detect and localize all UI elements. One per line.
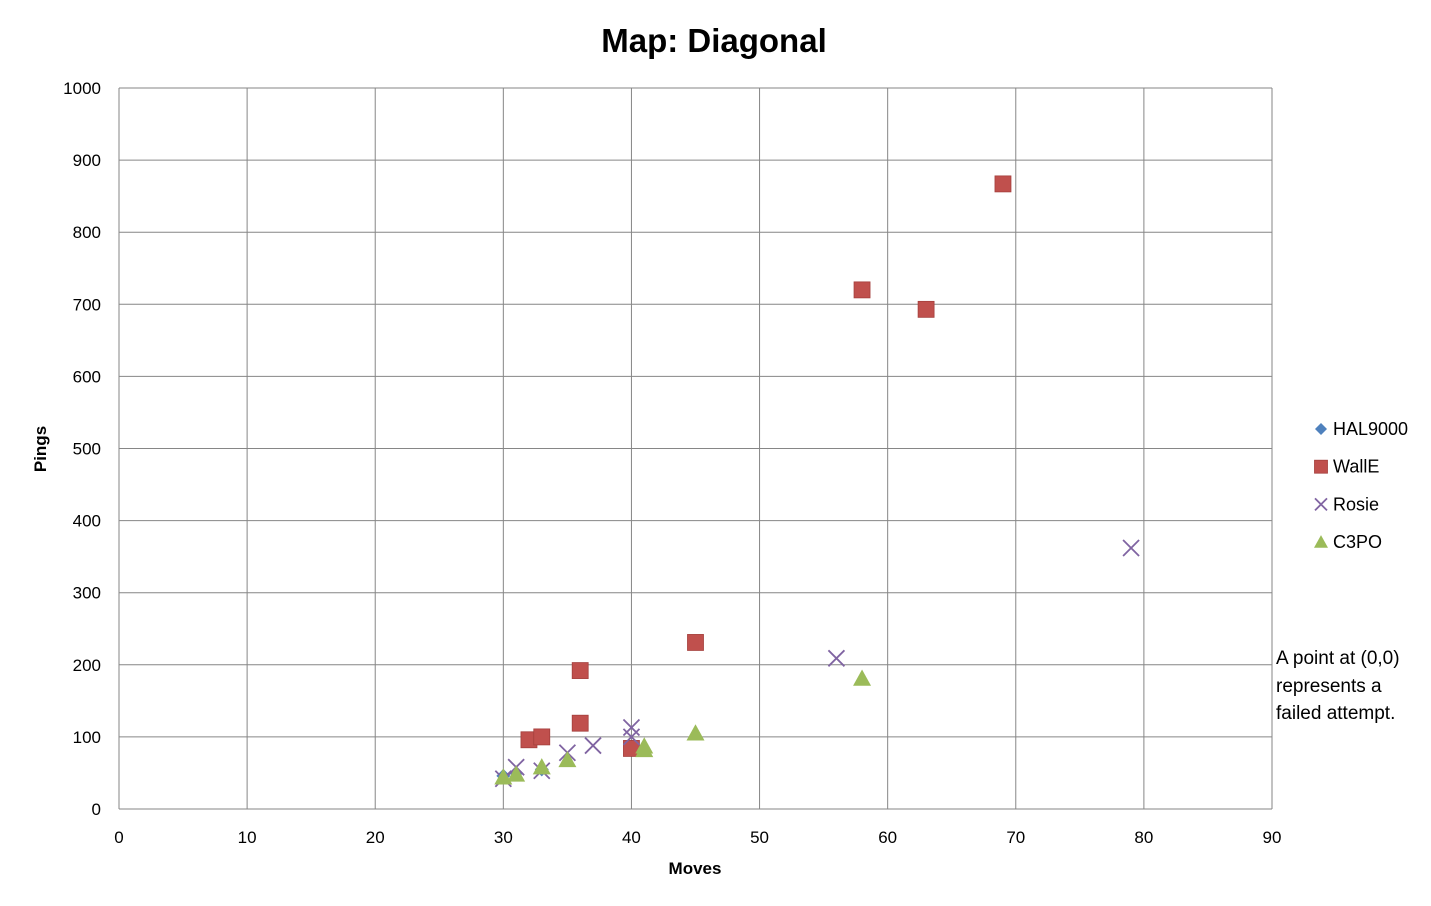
grid — [118, 87, 1273, 810]
legend-marker-walle — [1314, 459, 1328, 474]
y-tick-label: 400 — [73, 512, 101, 531]
x-axis-label: Moves — [669, 859, 722, 878]
x-tick-label: 10 — [238, 828, 257, 847]
x-tick-label: 90 — [1263, 828, 1282, 847]
legend-marker-rosie — [1314, 497, 1328, 512]
c3po-point — [853, 669, 872, 686]
legend-marker-hal9000 — [1315, 423, 1327, 435]
rosie-point — [622, 718, 641, 737]
legend-label-c3po: C3PO — [1333, 532, 1382, 552]
y-tick-label: 100 — [73, 728, 101, 747]
x-tick-label: 20 — [366, 828, 385, 847]
y-tick-label: 0 — [92, 800, 101, 819]
annotation-line-2: represents a — [1276, 676, 1382, 697]
x-tick-label: 80 — [1134, 828, 1153, 847]
series-walle — [520, 175, 1012, 757]
rosie-point — [827, 649, 846, 667]
rosie-point — [622, 728, 641, 746]
tick-labels: 0 10 20 30 40 50 60 70 80 90010020030040050060070… — [63, 79, 1281, 847]
data-points — [494, 175, 1140, 788]
walle-point — [571, 662, 589, 679]
walle-point — [917, 300, 935, 318]
c3po-point — [532, 758, 551, 775]
y-tick-label: 800 — [73, 223, 101, 242]
series-c3po — [494, 669, 872, 785]
walle-point — [994, 175, 1012, 193]
legend-marker-c3po — [1314, 535, 1328, 548]
c3po-point — [558, 750, 577, 768]
x-tick-label: 0 — [114, 828, 123, 847]
c3po-point — [635, 740, 654, 758]
legend-label-walle: WallE — [1333, 457, 1379, 477]
c3po-point — [507, 765, 526, 782]
annotation-line-1: A point at (0,0) — [1276, 648, 1400, 669]
x-tick-label: 40 — [622, 828, 641, 847]
rosie-point — [1122, 539, 1140, 557]
y-tick-label: 1000 — [63, 79, 101, 98]
y-tick-label: 600 — [73, 367, 101, 386]
legend-label-hal9000: HAL9000 — [1333, 419, 1408, 439]
y-tick-label: 500 — [73, 440, 101, 459]
annotation-line-3: failed attempt. — [1276, 703, 1395, 724]
x-tick-label: 60 — [878, 828, 897, 847]
y-tick-label: 700 — [73, 295, 101, 314]
x-tick-label: 50 — [750, 828, 769, 847]
chart-title: Map: Diagonal — [601, 22, 827, 59]
legend-label-rosie: Rosie — [1333, 494, 1379, 514]
y-tick-label: 200 — [73, 656, 101, 675]
walle-point — [533, 728, 551, 746]
walle-point — [853, 281, 871, 299]
series-rosie — [494, 539, 1140, 788]
y-axis-label: Pings — [31, 426, 50, 472]
x-tick-label: 30 — [494, 828, 513, 847]
walle-point — [687, 634, 704, 651]
walle-point — [571, 714, 589, 732]
rosie-point — [584, 736, 602, 755]
legend: HAL9000 WallE Rosie C3PO — [1314, 419, 1408, 552]
annotation-note: A point at (0,0) represents a failed att… — [1276, 648, 1400, 724]
y-tick-label: 900 — [73, 151, 101, 170]
c3po-point — [686, 724, 705, 741]
y-tick-label: 300 — [73, 584, 101, 603]
x-tick-label: 70 — [1006, 828, 1025, 847]
